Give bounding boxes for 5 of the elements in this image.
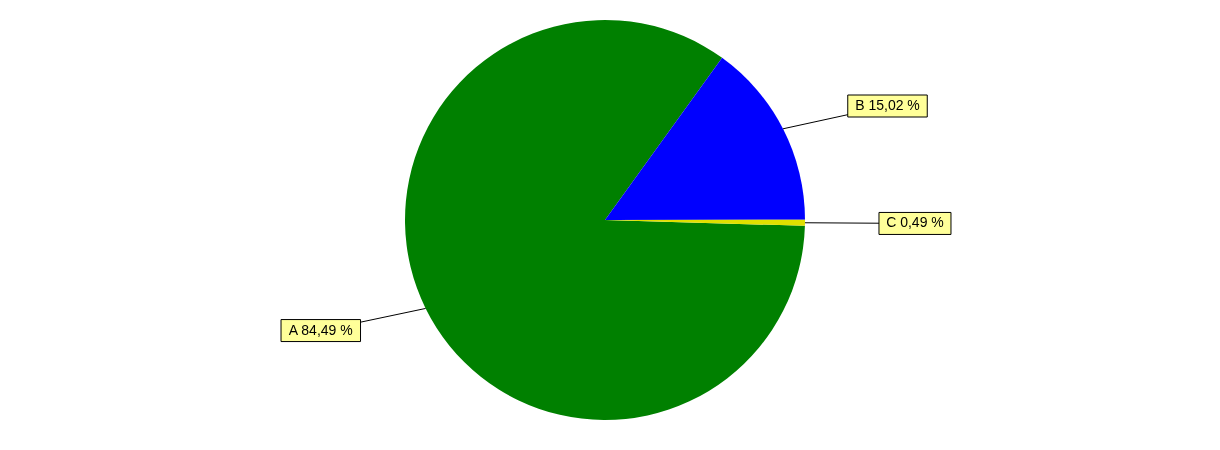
slice-label: B 15,02 %: [855, 97, 920, 114]
slice-label: A 84,49 %: [288, 321, 353, 338]
pie-slice: [405, 20, 805, 420]
slice-label: C 0,49 %: [886, 214, 944, 231]
pie-slice: [605, 57, 805, 220]
